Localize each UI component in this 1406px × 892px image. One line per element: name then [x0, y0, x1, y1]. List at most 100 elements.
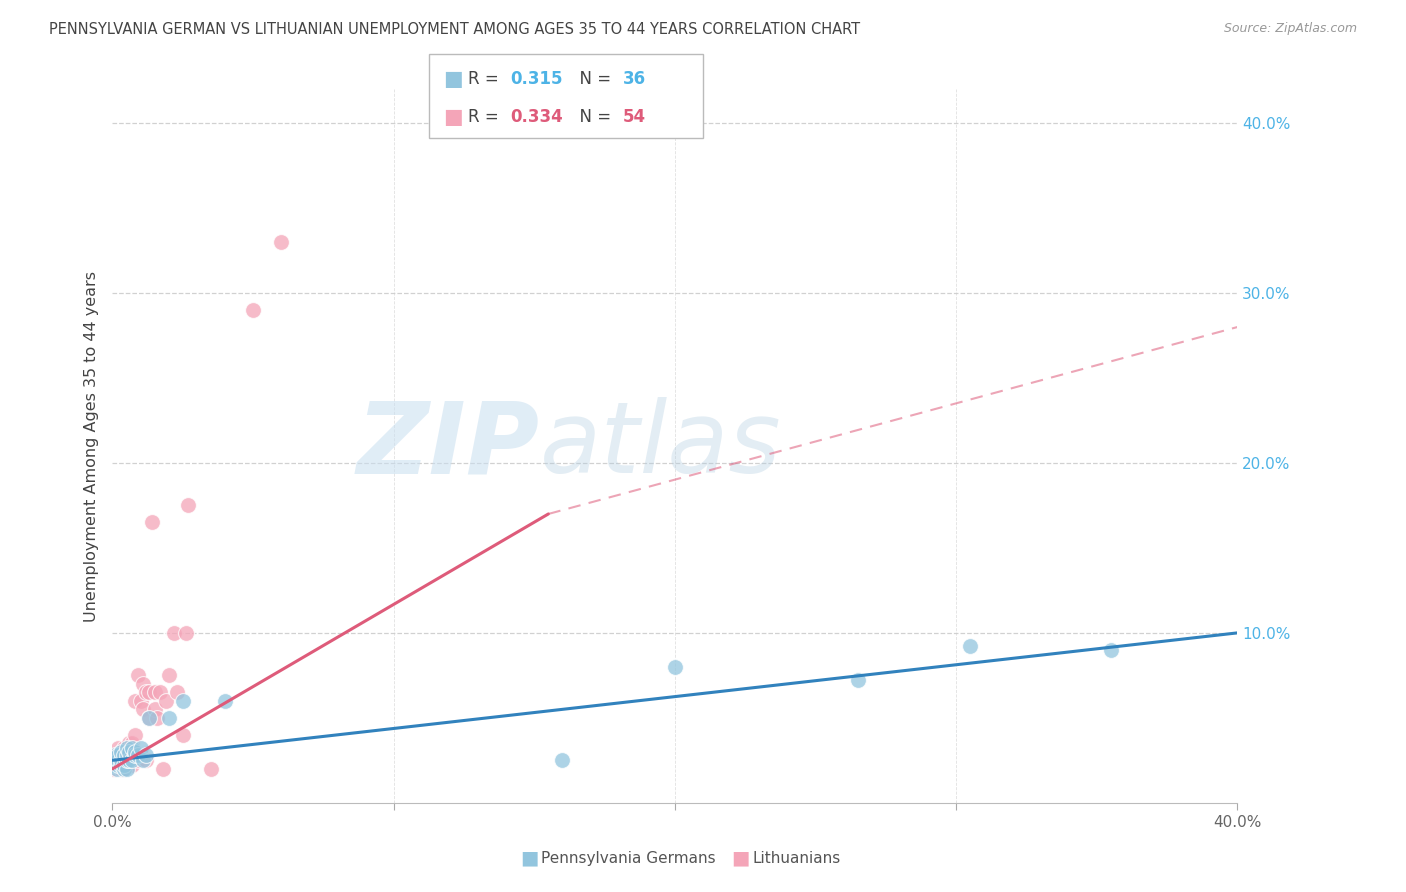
Point: [112, 762, 135, 776]
Point: [270, 235, 292, 249]
Point: [107, 753, 129, 767]
Point: [115, 758, 138, 772]
Point: [138, 711, 160, 725]
Point: [110, 758, 132, 772]
Text: Lithuanians: Lithuanians: [752, 851, 841, 865]
Point: [146, 711, 169, 725]
Point: [127, 753, 149, 767]
Point: [124, 748, 146, 763]
Point: [141, 516, 163, 530]
Point: [112, 758, 135, 772]
Text: Pennsylvania Germans: Pennsylvania Germans: [541, 851, 716, 865]
Point: [200, 762, 222, 776]
Point: [124, 728, 146, 742]
Point: [157, 668, 180, 682]
Point: [124, 745, 146, 759]
Point: [172, 694, 194, 708]
Point: [124, 694, 146, 708]
Point: [138, 711, 160, 725]
Text: R =: R =: [468, 108, 505, 126]
Point: [121, 758, 143, 772]
Point: [107, 753, 129, 767]
Point: [105, 758, 128, 772]
Point: [135, 753, 157, 767]
Text: ■: ■: [520, 848, 538, 868]
Point: [121, 753, 143, 767]
Point: [104, 748, 127, 763]
Point: [118, 753, 141, 767]
Text: 0.334: 0.334: [510, 108, 564, 126]
Point: [112, 748, 135, 763]
Point: [115, 762, 138, 776]
Point: [127, 668, 149, 682]
Point: [112, 753, 135, 767]
Text: ZIP: ZIP: [357, 398, 540, 494]
Point: [107, 748, 129, 763]
Point: [138, 685, 160, 699]
Point: [242, 303, 264, 318]
Point: [152, 762, 174, 776]
Point: [121, 736, 143, 750]
Text: ■: ■: [443, 69, 463, 89]
Point: [115, 748, 138, 763]
Point: [135, 685, 157, 699]
Point: [129, 694, 152, 708]
Point: [129, 748, 152, 763]
Point: [959, 640, 981, 654]
Text: R =: R =: [468, 70, 505, 88]
Point: [132, 753, 155, 767]
Point: [115, 753, 138, 767]
Text: ■: ■: [731, 848, 749, 868]
Point: [115, 741, 138, 756]
Point: [155, 694, 177, 708]
Point: [118, 745, 141, 759]
Point: [103, 753, 125, 767]
Point: [107, 741, 129, 756]
Point: [115, 745, 138, 759]
Point: [118, 736, 141, 750]
Point: [172, 728, 194, 742]
Point: [664, 660, 686, 674]
Point: [121, 748, 143, 763]
Point: [103, 762, 125, 776]
Point: [163, 626, 186, 640]
Text: ■: ■: [443, 107, 463, 127]
Point: [157, 711, 180, 725]
Point: [104, 753, 127, 767]
Point: [214, 694, 236, 708]
Point: [104, 753, 127, 767]
Point: [118, 753, 141, 767]
Point: [551, 753, 574, 767]
Point: [132, 702, 155, 716]
Point: [127, 748, 149, 763]
Point: [112, 762, 135, 776]
Text: 0.315: 0.315: [510, 70, 562, 88]
Point: [104, 758, 127, 772]
Point: [143, 702, 166, 716]
Point: [107, 748, 129, 763]
Point: [166, 685, 188, 699]
Point: [104, 748, 127, 763]
Point: [110, 745, 132, 759]
Point: [177, 499, 200, 513]
Point: [105, 762, 128, 776]
Point: [110, 762, 132, 776]
Point: [110, 758, 132, 772]
Point: [135, 748, 157, 763]
Point: [121, 741, 143, 756]
Text: 54: 54: [623, 108, 645, 126]
Text: N =: N =: [569, 70, 617, 88]
Point: [118, 745, 141, 759]
Point: [115, 753, 138, 767]
Point: [110, 753, 132, 767]
Point: [110, 753, 132, 767]
Point: [132, 677, 155, 691]
Point: [112, 741, 135, 756]
Point: [107, 758, 129, 772]
Text: 36: 36: [623, 70, 645, 88]
Point: [149, 685, 172, 699]
Text: atlas: atlas: [540, 398, 782, 494]
Text: N =: N =: [569, 108, 617, 126]
Point: [110, 745, 132, 759]
Point: [174, 626, 197, 640]
